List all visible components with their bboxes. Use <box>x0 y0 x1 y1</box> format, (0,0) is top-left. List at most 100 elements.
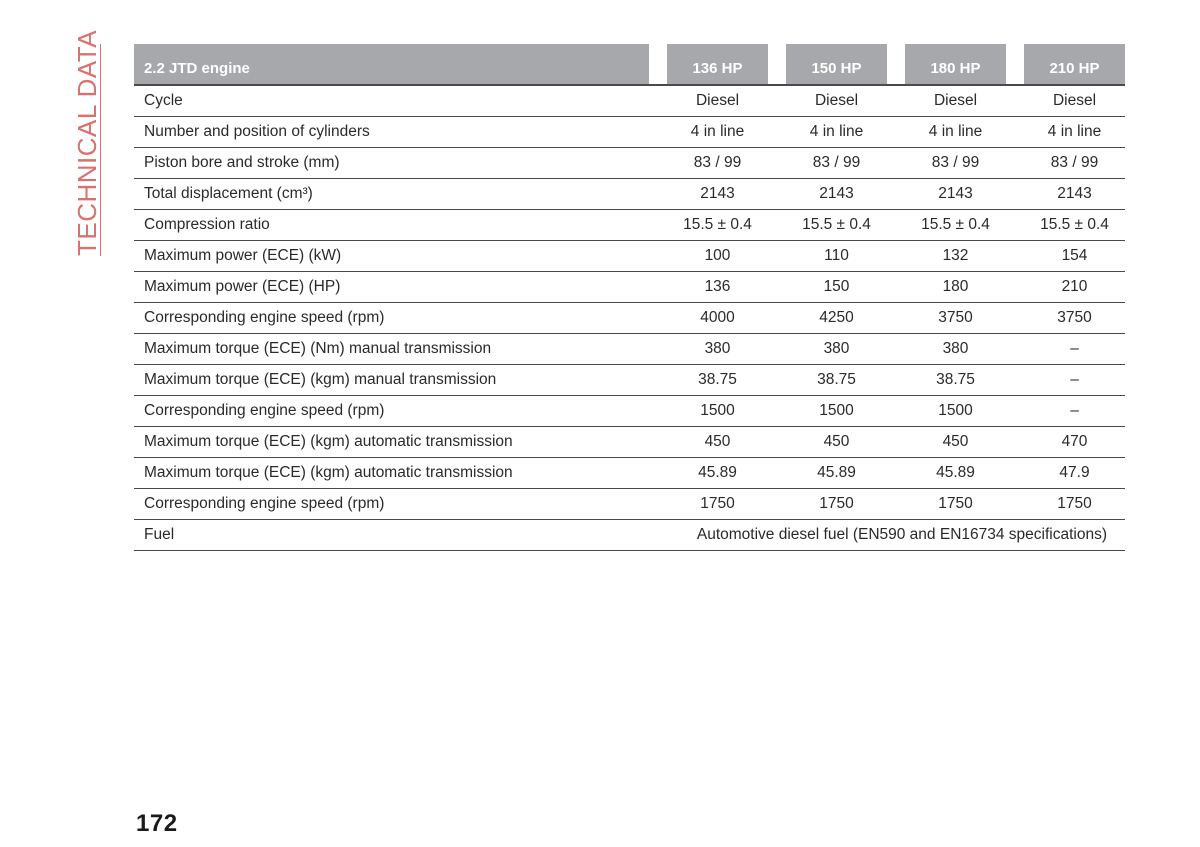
row-label: Corresponding engine speed (rpm) <box>134 303 649 334</box>
row-value: 1750 <box>905 489 1006 520</box>
row-value: 4 in line <box>905 117 1006 148</box>
row-value: 4 in line <box>786 117 887 148</box>
row-value: 2143 <box>786 179 887 210</box>
table-row: Corresponding engine speed (rpm) 1500 1500… <box>134 396 1125 427</box>
column-gap <box>649 427 667 458</box>
column-gap <box>887 117 905 148</box>
column-gap <box>768 489 786 520</box>
column-gap <box>768 334 786 365</box>
row-value: 4 in line <box>667 117 768 148</box>
column-gap <box>649 489 667 520</box>
row-value: 1500 <box>786 396 887 427</box>
column-gap <box>887 86 905 117</box>
page-number: 172 <box>136 810 178 837</box>
row-value: 38.75 <box>667 365 768 396</box>
column-gap <box>649 117 667 148</box>
row-label: Fuel <box>134 520 649 551</box>
fuel-value: Automotive diesel fuel (EN590 and EN1673… <box>649 520 1125 551</box>
row-value: Diesel <box>1024 86 1125 117</box>
row-value: 470 <box>1024 427 1125 458</box>
column-gap <box>649 303 667 334</box>
row-label: Maximum torque (ECE) (kgm) manual transm… <box>134 365 649 396</box>
row-value: 15.5 ± 0.4 <box>905 210 1006 241</box>
row-label: Maximum power (ECE) (HP) <box>134 272 649 303</box>
row-value: 15.5 ± 0.4 <box>1024 210 1125 241</box>
column-gap <box>649 86 667 117</box>
column-gap <box>649 365 667 396</box>
row-value: 450 <box>786 427 887 458</box>
column-header: 150 HP <box>786 44 887 86</box>
row-value: 15.5 ± 0.4 <box>667 210 768 241</box>
row-value: 38.75 <box>905 365 1006 396</box>
column-gap <box>1006 272 1024 303</box>
column-gap <box>887 241 905 272</box>
row-value: 180 <box>905 272 1006 303</box>
column-gap <box>649 396 667 427</box>
row-value: 2143 <box>1024 179 1125 210</box>
column-gap <box>887 210 905 241</box>
column-gap <box>887 489 905 520</box>
table-row: Maximum torque (ECE) (kgm) manual transm… <box>134 365 1125 396</box>
row-value: 45.89 <box>667 458 768 489</box>
column-gap <box>649 241 667 272</box>
section-tab-rule <box>100 44 101 256</box>
row-value: 3750 <box>1024 303 1125 334</box>
row-value: 450 <box>905 427 1006 458</box>
column-gap <box>887 334 905 365</box>
row-value: 1750 <box>786 489 887 520</box>
row-label: Compression ratio <box>134 210 649 241</box>
column-gap <box>1006 117 1024 148</box>
row-value: 45.89 <box>905 458 1006 489</box>
row-value: 1500 <box>905 396 1006 427</box>
column-gap <box>768 396 786 427</box>
column-gap <box>1006 365 1024 396</box>
row-label: Cycle <box>134 86 649 117</box>
table-row: Cycle Diesel Diesel Diesel Diesel <box>134 86 1125 117</box>
column-gap <box>1006 303 1024 334</box>
column-gap <box>649 272 667 303</box>
row-label: Maximum torque (ECE) (kgm) automatic tra… <box>134 458 649 489</box>
row-label: Maximum power (ECE) (kW) <box>134 241 649 272</box>
section-tab: TECHNICAL DATA <box>70 29 104 256</box>
row-label: Total displacement (cm³) <box>134 179 649 210</box>
table-row: Maximum torque (ECE) (kgm) automatic tra… <box>134 427 1125 458</box>
row-value: 2143 <box>667 179 768 210</box>
column-gap <box>887 179 905 210</box>
column-gap <box>1006 179 1024 210</box>
column-gap <box>887 365 905 396</box>
row-value: 100 <box>667 241 768 272</box>
column-gap <box>887 303 905 334</box>
column-gap <box>768 210 786 241</box>
table-row: Maximum power (ECE) (HP) 136 150 180 210 <box>134 272 1125 303</box>
row-value: 380 <box>786 334 887 365</box>
row-value: 150 <box>786 272 887 303</box>
row-value: 45.89 <box>786 458 887 489</box>
column-gap <box>649 148 667 179</box>
row-value: 4 in line <box>1024 117 1125 148</box>
row-value: 3750 <box>905 303 1006 334</box>
column-gap <box>768 241 786 272</box>
section-tab-label: TECHNICAL DATA <box>72 29 102 256</box>
row-label: Piston bore and stroke (mm) <box>134 148 649 179</box>
column-gap <box>768 427 786 458</box>
row-value: 2143 <box>905 179 1006 210</box>
column-gap <box>768 458 786 489</box>
column-gap <box>887 44 905 86</box>
row-value: 450 <box>667 427 768 458</box>
column-gap <box>887 458 905 489</box>
table-row: Maximum torque (ECE) (kgm) automatic tra… <box>134 458 1125 489</box>
table-row: Maximum torque (ECE) (Nm) manual transmi… <box>134 334 1125 365</box>
column-gap <box>649 210 667 241</box>
row-label: Maximum torque (ECE) (kgm) automatic tra… <box>134 427 649 458</box>
table-row: Corresponding engine speed (rpm) 4000 4250… <box>134 303 1125 334</box>
engine-spec-table: 2.2 JTD engine 136 HP 150 HP 180 HP 210 … <box>134 44 1125 551</box>
column-gap <box>768 303 786 334</box>
column-gap <box>768 148 786 179</box>
column-gap <box>768 272 786 303</box>
column-gap <box>649 44 667 86</box>
row-value: 83 / 99 <box>1024 148 1125 179</box>
row-value: 15.5 ± 0.4 <box>786 210 887 241</box>
column-gap <box>649 334 667 365</box>
row-value: 4000 <box>667 303 768 334</box>
row-value: 47.9 <box>1024 458 1125 489</box>
